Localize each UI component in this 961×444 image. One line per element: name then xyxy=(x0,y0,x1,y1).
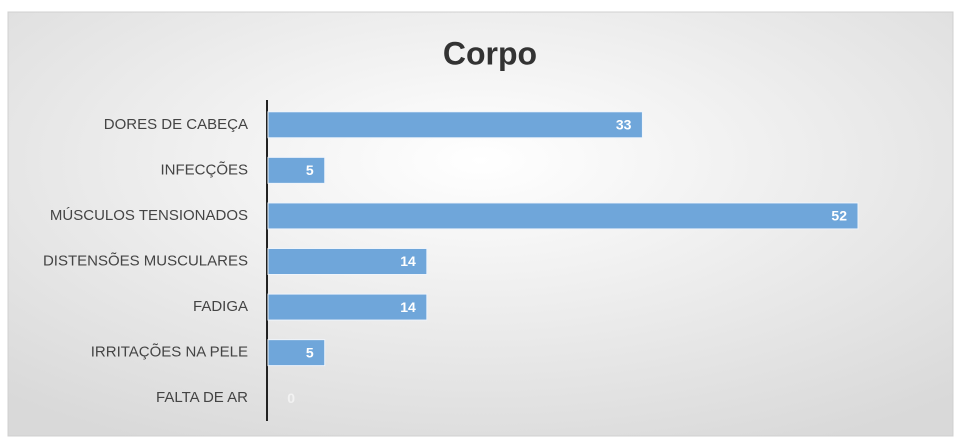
data-label: 0 xyxy=(287,390,295,406)
y-tick-label: DISTENSÕES MUSCULARES xyxy=(43,252,248,269)
y-tick-label: MÚSCULOS TENSIONADOS xyxy=(50,207,248,224)
data-label: 52 xyxy=(831,208,847,224)
chart-title: Corpo xyxy=(443,35,537,71)
y-tick-label: FALTA DE AR xyxy=(156,389,248,406)
bar xyxy=(267,111,643,139)
y-tick-label: DORES DE CABEÇA xyxy=(104,116,248,133)
y-tick-label: INFECÇÕES xyxy=(160,161,248,178)
data-label: 14 xyxy=(400,253,416,269)
bar xyxy=(267,156,326,184)
data-label: 5 xyxy=(306,162,314,178)
data-label: 33 xyxy=(616,116,632,132)
bar xyxy=(267,202,859,230)
bar xyxy=(267,293,428,321)
bar xyxy=(267,339,326,367)
y-tick-label: FADIGA xyxy=(193,298,248,315)
y-tick-label: IRRITAÇÕES NA PELE xyxy=(91,344,248,361)
data-label: 5 xyxy=(306,344,314,360)
data-label: 14 xyxy=(400,299,416,315)
bar xyxy=(267,248,428,275)
